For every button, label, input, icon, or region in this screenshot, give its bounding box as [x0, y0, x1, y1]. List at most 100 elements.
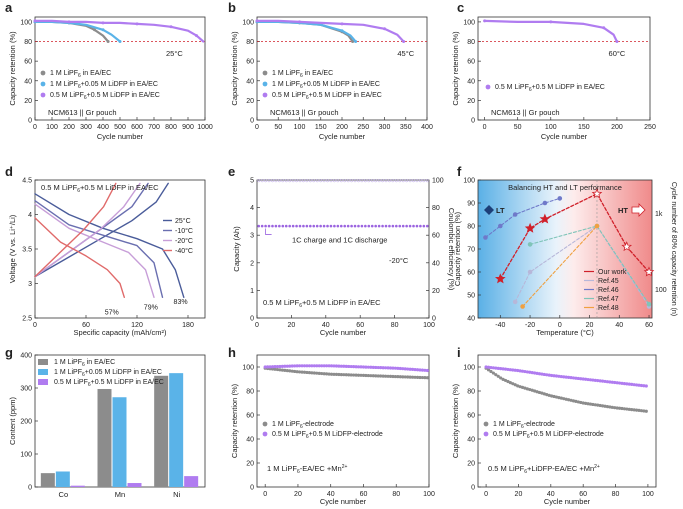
data-point-i [540, 391, 544, 395]
y-axis-label-g: Content (ppm) [8, 397, 17, 445]
data-point-i [627, 407, 631, 411]
capacity-point [381, 224, 384, 228]
ce-point [411, 179, 416, 183]
data-point-i [605, 380, 610, 384]
data-point-i [562, 375, 566, 379]
x-tick-label-c: 250 [644, 124, 656, 131]
data-point-i [552, 374, 556, 378]
data-point-i [525, 387, 529, 391]
category-label-g: Ni [173, 490, 180, 499]
data-point-a [195, 34, 198, 38]
temperature-background [478, 180, 652, 318]
data-point-i [530, 371, 534, 375]
data-point-h [317, 371, 321, 375]
legend-label-a: 1 M LiPF6 in EA/EC [50, 70, 111, 79]
y-tick-label-c: 80 [467, 39, 475, 46]
legend-label-f: Our work [598, 269, 627, 276]
ce-point [387, 179, 391, 183]
data-point-i [596, 379, 600, 383]
star-marker [643, 266, 655, 277]
reference-point [557, 196, 563, 201]
legend-label-a: 1 M LiPF6+0.05 M LiDFP in EA/EC [50, 81, 158, 90]
capacity-point [401, 224, 405, 228]
capacity-point [302, 224, 305, 228]
legend-label-g: 1 M LiPF6 in EA/EC [54, 359, 115, 368]
y-tick-label-e: 2 [250, 260, 254, 267]
capacity-point [264, 224, 267, 228]
data-point-b [383, 27, 386, 31]
y-tick-label-c: 100 [463, 19, 475, 26]
data-point-h [386, 366, 390, 370]
data-point-h [423, 376, 427, 380]
data-point-h [388, 366, 393, 370]
legend-swatch [38, 359, 48, 365]
capacity-point [377, 224, 381, 228]
ce-point [408, 179, 412, 183]
data-point-i [554, 395, 559, 399]
bar [169, 373, 184, 487]
data-point-h [354, 373, 358, 377]
bar [40, 473, 55, 487]
legend-label-h: 1 M LiPF6-electrode [272, 421, 334, 430]
x-tick-label-a: 700 [148, 124, 160, 131]
legend-label-b: 1 M LiPF6+0.05 M LiDFP in EA/EC [272, 81, 380, 90]
y2-tick-label-f: 100 [655, 287, 667, 294]
data-point-h [283, 368, 287, 372]
ce-point [284, 179, 288, 183]
data-point-h [381, 366, 385, 370]
temperature-label-c: 60°C [609, 49, 626, 58]
y-axis-label-f: Capacity retention (%) [453, 211, 462, 286]
y-tick-label-g: 200 [20, 419, 32, 426]
data-point-i [625, 382, 629, 386]
ce-point [343, 179, 347, 183]
y-tick-label-d: 4.5 [22, 178, 32, 185]
legend-marker [262, 431, 268, 437]
x-axis-label-e: Cycle number [320, 328, 367, 337]
data-point-i [491, 371, 495, 375]
y2-tick-label-e: 40 [432, 260, 440, 267]
y-tick-label-d: 3 [28, 281, 32, 288]
ce-point [384, 179, 388, 183]
data-point-b [354, 40, 358, 44]
data-point-h [376, 365, 380, 370]
y-tick-label-c: 60 [467, 59, 475, 66]
data-point-h [347, 373, 351, 377]
panel-label-a: a [5, 0, 13, 15]
data-point-i [579, 377, 583, 381]
data-point-h [295, 364, 299, 368]
legend-label-b: 0.5 M LiPF6+0.5 M LiDFP in EA/EC [272, 92, 382, 101]
ce-point [360, 179, 364, 183]
x-tick-label-b: 400 [421, 124, 433, 131]
data-point-h [418, 368, 422, 372]
y-tick-label-b: 80 [246, 39, 254, 46]
data-point-h [317, 364, 321, 368]
data-point-c [602, 26, 606, 30]
y-tick-label-g: 300 [20, 386, 32, 393]
y-tick-label-e: 0 [250, 316, 254, 323]
plot-frame-c [477, 16, 651, 121]
data-point-i [528, 387, 532, 392]
star-marker [621, 241, 633, 252]
x-tick-label-f: 40 [615, 322, 623, 329]
data-point-i [486, 368, 491, 372]
arrow-icon [265, 228, 272, 235]
y2-tick-label-e: 80 [432, 205, 440, 212]
panel-label-c: c [457, 0, 464, 15]
legend-marker [40, 81, 46, 87]
y-tick-label-f: 100 [463, 178, 475, 185]
data-point-h [307, 364, 312, 368]
legend-label-c: 0.5 M LiPF6+0.5 M LiDFP in EA/EC [495, 84, 605, 93]
data-point-i [537, 390, 542, 395]
ce-point [319, 179, 323, 183]
data-point-h [391, 366, 395, 370]
capacity-point [422, 224, 426, 228]
data-point-h [354, 365, 358, 369]
y-tick-label-f: 40 [467, 316, 475, 323]
legend-marker [262, 421, 268, 427]
x-tick-label-e: 60 [356, 322, 364, 329]
ce-point [367, 179, 371, 183]
x-tick-label-a: 200 [63, 124, 75, 131]
data-point-h [270, 365, 275, 369]
data-point-h [263, 365, 267, 369]
capacity-point [408, 224, 412, 228]
